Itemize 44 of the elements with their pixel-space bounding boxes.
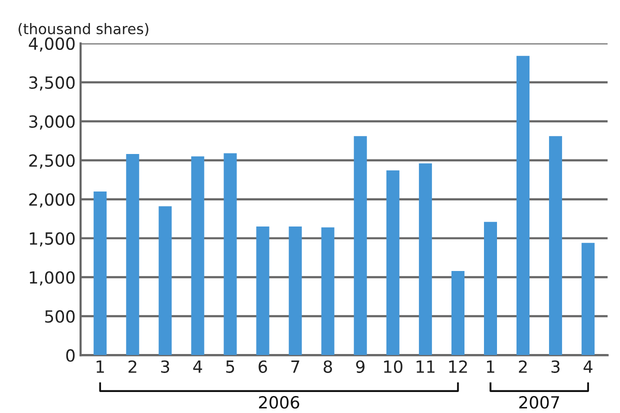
bar [224,153,237,356]
bar [191,156,204,356]
bar [582,242,595,356]
y-axis-title: (thousand shares) [18,23,148,36]
x-tick-label: 7 [291,360,300,373]
x-tick-label: 6 [258,360,268,373]
x-tick-label: 11 [416,360,434,373]
x-tick-label: 2 [518,360,527,373]
bar [549,136,562,356]
x-tick-label: 3 [161,360,170,373]
x-tick-label: 12 [449,360,467,373]
text: 2007 [519,396,560,409]
x-tick-label: 9 [356,360,364,373]
text: 2006 [259,396,300,409]
y-tick-label: 3,000 [29,115,75,130]
bar [451,270,464,356]
bar [418,163,432,356]
bar [158,206,172,356]
y-tick-label: 4,000 [28,37,75,52]
x-tick-label: 5 [226,360,234,373]
y-tick-label: 3,500 [29,76,75,91]
y-tick-label: 2,000 [29,193,75,208]
x-tick-label: 8 [324,360,332,373]
bar [256,226,270,356]
bar [354,136,367,356]
y-tick-label: 1,000 [30,271,75,286]
y-tick-label: 500 [45,310,75,323]
x-tick-label: 1 [96,360,104,373]
bar [321,227,334,356]
bar [516,56,530,356]
x-tick-label: 3 [552,360,560,373]
bar [94,191,107,356]
x-tick-label: 4 [584,360,592,373]
bar [386,170,400,356]
y-tick-label: 2,500 [29,154,75,169]
bar [484,222,497,356]
bar [288,226,302,356]
bar [126,154,140,356]
x-tick-label: 1 [487,360,494,373]
x-tick-label: 2 [128,360,136,373]
y-tick-label: 0 [66,349,75,362]
x-tick-label: 10 [384,360,402,373]
y-tick-label: 1,500 [30,232,75,247]
x-tick-label: 4 [193,360,202,373]
